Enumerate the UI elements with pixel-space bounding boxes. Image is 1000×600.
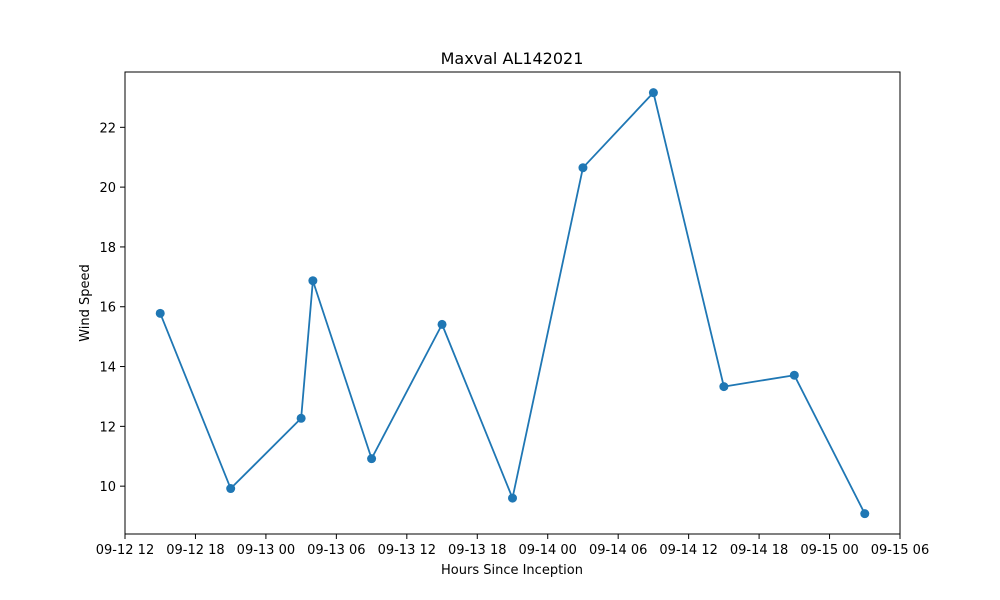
x-tick-label: 09-15 00 [800, 543, 858, 558]
y-tick-label: 16 [99, 301, 116, 316]
x-tick-label: 09-14 06 [589, 543, 647, 558]
x-tick-label: 09-13 06 [307, 543, 365, 558]
x-tick-label: 09-14 00 [519, 543, 577, 558]
plot-area [124, 71, 901, 535]
x-tick-label: 09-14 18 [730, 543, 788, 558]
data-point [860, 509, 870, 519]
x-tick-label: 09-15 06 [871, 543, 929, 558]
data-point [508, 493, 517, 503]
data-point [155, 308, 165, 318]
y-tick-label: 20 [99, 181, 116, 196]
y-tick-label: 22 [99, 121, 116, 136]
y-axis: 10 12 14 16 18 20 22 [99, 121, 125, 495]
data-point [367, 454, 377, 464]
data-point [719, 382, 729, 392]
y-tick-label: 14 [99, 361, 116, 376]
data-point [437, 319, 447, 329]
x-axis: 09-12 12 09-12 18 09-13 00 09-13 06 09-13 12… [96, 534, 929, 558]
y-tick-label: 12 [99, 420, 116, 435]
data-point [578, 163, 588, 173]
series-layer [155, 88, 870, 519]
x-tick-label: 09-13 18 [448, 543, 506, 558]
y-axis-label: Wind Speed [78, 264, 93, 342]
data-point [648, 88, 658, 98]
x-tick-label: 09-13 12 [378, 543, 436, 558]
y-tick-label: 10 [99, 480, 116, 495]
x-tick-label: 09-12 18 [166, 543, 224, 558]
data-point [308, 276, 318, 286]
x-axis-label: Hours Since Inception [441, 563, 583, 578]
y-tick-label: 18 [99, 241, 116, 256]
data-point [789, 370, 799, 380]
data-point [226, 484, 236, 494]
x-tick-label: 09-13 00 [237, 543, 295, 558]
data-point [296, 413, 306, 423]
series-line [159, 91, 866, 515]
chart-title: Maxval AL142021 [441, 49, 584, 68]
x-tick-label: 09-14 12 [659, 543, 717, 558]
x-tick-label: 09-12 12 [96, 543, 154, 558]
